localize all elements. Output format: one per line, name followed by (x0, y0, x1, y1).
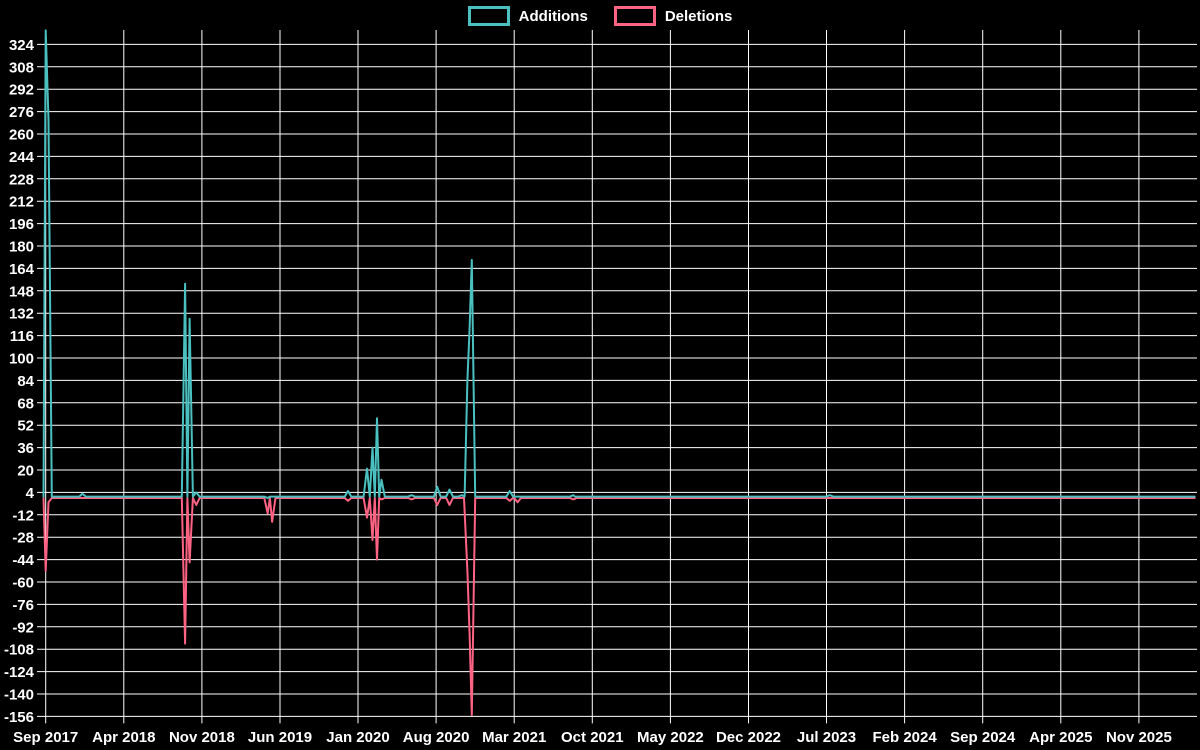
y-tick-label: -140 (4, 687, 34, 704)
y-tick-label: 228 (9, 171, 34, 188)
additions-legend-label: Additions (518, 7, 588, 25)
legend-item-deletions[interactable]: Deletions (613, 6, 733, 26)
x-tick-label: Jan 2020 (326, 729, 389, 746)
y-tick-label: -156 (4, 709, 34, 726)
x-tick-label: Apr 2018 (92, 729, 155, 746)
y-tick-label: 52 (17, 418, 34, 435)
y-tick-label: 276 (9, 104, 34, 121)
y-tick-label: 148 (9, 283, 34, 300)
x-tick-label: Mar 2021 (482, 729, 546, 746)
y-tick-label: 292 (9, 82, 34, 99)
x-tick-label: Sep 2024 (950, 729, 1016, 746)
x-tick-label: Oct 2021 (561, 729, 624, 746)
x-tick-label: Aug 2020 (403, 729, 470, 746)
additions-line (42, 29, 1196, 499)
x-tick-label: Jul 2023 (797, 729, 856, 746)
additions-swatch-icon (467, 6, 510, 26)
x-tick-label: Dec 2022 (716, 729, 781, 746)
y-tick-label: 308 (9, 59, 34, 76)
y-tick-label: 116 (10, 328, 34, 345)
y-tick-label: 244 (9, 149, 35, 166)
chart-legend: Additions Deletions (0, 6, 1200, 26)
y-tick-label: 20 (17, 463, 34, 480)
deletions-swatch-icon (613, 6, 656, 26)
y-tick-label: 212 (9, 194, 34, 211)
y-tick-label: -28 (12, 530, 34, 547)
y-tick-label: 196 (9, 216, 34, 233)
y-tick-label: 180 (9, 239, 34, 256)
x-tick-label: Jun 2019 (248, 729, 312, 746)
y-tick-label: 68 (17, 395, 34, 412)
y-tick-label: -92 (12, 619, 34, 636)
y-tick-label: 84 (17, 373, 34, 390)
y-tick-label: -60 (12, 575, 34, 592)
y-tick-label: 164 (9, 261, 35, 278)
y-tick-label: 4 (26, 485, 35, 502)
y-tick-label: -12 (12, 507, 34, 524)
y-tick-label: -124 (4, 664, 35, 681)
y-tick-label: 36 (17, 440, 34, 457)
x-tick-label: Nov 2025 (1106, 729, 1172, 746)
x-tick-label: Feb 2024 (872, 729, 937, 746)
deletions-line (42, 497, 1196, 716)
y-tick-label: -108 (4, 642, 34, 659)
x-tick-label: Nov 2018 (169, 729, 235, 746)
y-tick-label: 260 (9, 127, 34, 144)
y-tick-label: -44 (12, 552, 34, 569)
legend-item-additions[interactable]: Additions (467, 6, 588, 26)
y-tick-label: 100 (9, 351, 34, 368)
deletions-legend-label: Deletions (664, 7, 733, 25)
y-tick-label: 132 (9, 306, 34, 323)
y-tick-label: -76 (12, 597, 34, 614)
x-tick-label: Sep 2017 (13, 729, 78, 746)
x-tick-label: Apr 2025 (1029, 729, 1092, 746)
x-tick-label: May 2022 (637, 729, 704, 746)
y-tick-label: 324 (9, 37, 35, 54)
